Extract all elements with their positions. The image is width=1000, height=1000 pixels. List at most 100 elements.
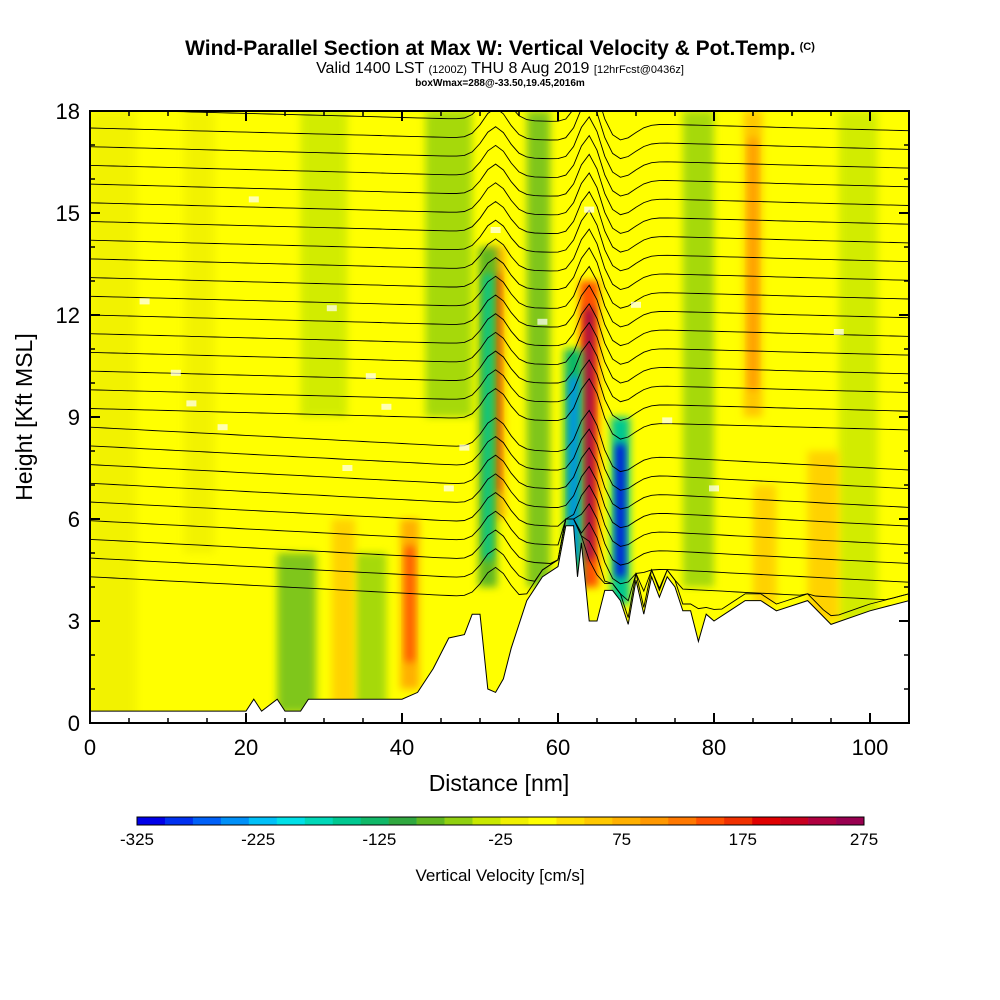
theta-contour: [90, 359, 909, 421]
y-tick-label: 12: [56, 303, 80, 328]
contour-label-bg: [381, 403, 392, 410]
updraft-core-center: [405, 546, 415, 662]
colorbar-swatch: [220, 817, 250, 825]
colorbar-swatch: [752, 817, 781, 825]
colorbar-swatch: [444, 817, 473, 825]
colorbar-swatch: [192, 817, 222, 825]
theta-contour: [90, 518, 909, 585]
colorbar-tick-label: 175: [729, 830, 757, 849]
velocity-band: [425, 111, 473, 417]
colorbar-tick-label: -125: [362, 830, 396, 849]
box-info: boxWmax=288@-33.50,19.45,2016m: [415, 78, 585, 89]
theta-contour: [90, 321, 909, 384]
colorbar-swatch: [360, 817, 389, 825]
velocity-band: [526, 111, 551, 587]
y-tick-label: 0: [68, 711, 80, 736]
x-tick-label: 80: [702, 735, 726, 760]
colorbar-swatch: [472, 817, 501, 825]
colorbar-frame: [136, 816, 865, 826]
colorbar-swatch: [500, 817, 529, 825]
velocity-band: [331, 519, 356, 706]
theta-contour: [90, 340, 909, 403]
title-text: Wind-Parallel Section at Max W: Vertical…: [185, 37, 796, 60]
chart-title: Wind-Parallel Section at Max W: Vertical…: [0, 37, 1000, 61]
colorbar-swatch: [612, 817, 641, 825]
y-tick-label: 6: [68, 507, 80, 532]
colorbar-label: Vertical Velocity [cm/s]: [415, 866, 584, 885]
theta-contour: [90, 190, 909, 253]
contour-label-bg: [170, 369, 181, 376]
colorbar-tick-label: -325: [120, 830, 154, 849]
theta-contours: [90, 111, 909, 618]
contour-label-bg: [709, 485, 719, 492]
y-tick-label: 18: [56, 99, 80, 124]
axes: 0 20 40 60 80 100 0 3 6 9 12 15 18: [56, 99, 910, 760]
y-tick-label: 9: [68, 405, 80, 430]
colorbar-swatch: [164, 817, 194, 825]
contour-label-bg: [662, 417, 673, 424]
velocity-band: [807, 451, 839, 621]
theta-contour: [90, 153, 909, 216]
valid-utc: (1200Z): [428, 64, 467, 76]
theta-contour: [90, 228, 909, 290]
colorbar-tick-label: -225: [241, 830, 275, 849]
updraft-core-center: [584, 308, 594, 560]
colorbar-tick-label: 275: [850, 830, 878, 849]
colorbar-swatch: [696, 817, 725, 825]
theta-contour: [90, 265, 909, 328]
theta-contour: [90, 409, 909, 473]
y-tick-label: 3: [68, 609, 80, 634]
contour-label-bg: [217, 424, 228, 431]
theta-contour: [90, 377, 909, 440]
contour-label-bg: [833, 329, 844, 335]
theta-contour: [90, 116, 909, 178]
colorbar-swatch: [137, 817, 166, 825]
y-tick-label: 15: [56, 201, 80, 226]
contour-label-bg: [326, 305, 337, 312]
x-tick-label: 100: [852, 735, 889, 760]
colorbar-tick-label: -25: [488, 830, 513, 849]
x-tick-label: 60: [546, 735, 570, 760]
velocity-band: [838, 111, 878, 621]
velocity-band: [753, 485, 777, 604]
contour-label-bg: [459, 444, 470, 451]
theta-contour: [90, 111, 909, 160]
theta-contour: [90, 303, 909, 365]
velocity-band: [355, 553, 387, 723]
contour-label-bg: [365, 373, 376, 380]
colorbar-swatch: [248, 817, 278, 825]
colorbar-swatch: [584, 817, 613, 825]
contour-label-bg: [186, 400, 197, 407]
chart-subtitle: Valid 1400 LST (1200Z) THU 8 Aug 2019 [1…: [0, 60, 1000, 78]
theta-contour: [90, 284, 909, 347]
terrain: [89, 525, 910, 724]
updraft-core-center: [748, 138, 758, 390]
theta-contour: [90, 446, 909, 510]
velocity-band: [183, 111, 215, 553]
theta-contour: [90, 484, 909, 547]
colorbar-swatch: [808, 817, 837, 825]
colorbar-swatch: [668, 817, 697, 825]
colorbar-swatch: [780, 817, 809, 825]
title-tag: (C): [799, 41, 815, 53]
x-tick-label: 20: [234, 735, 258, 760]
theta-contour: [90, 172, 909, 234]
downdraft-core-center: [616, 444, 625, 577]
theta-contour: [90, 246, 909, 309]
contour-label-bg: [139, 298, 150, 305]
valid-time: Valid 1400 LST: [316, 60, 424, 77]
colorbar-swatch: [724, 817, 753, 825]
velocity-band: [277, 553, 317, 713]
theta-contour: [90, 518, 909, 618]
contour-label-bg: [443, 485, 454, 492]
theta-contour: [90, 134, 909, 197]
contour-label-bg: [342, 465, 353, 471]
colorbar-swatch: [836, 817, 865, 825]
theta-contour: [138, 111, 909, 141]
colorbar-swatch: [556, 817, 585, 825]
downdraft-core-center: [483, 274, 493, 560]
theta-contour: [90, 209, 909, 272]
valid-date: THU 8 Aug 2019: [471, 60, 590, 77]
colorbar-swatch: [388, 817, 417, 825]
